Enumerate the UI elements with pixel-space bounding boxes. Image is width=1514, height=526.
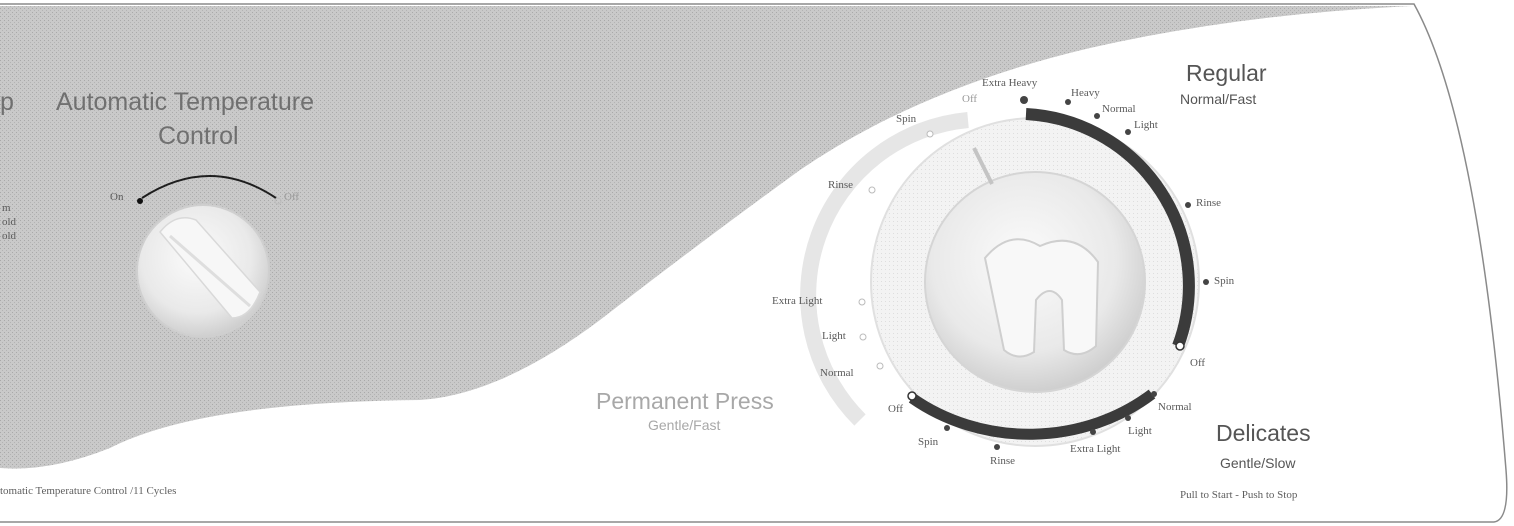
partial-heading-left: p [0, 88, 14, 116]
regular-subtitle: Normal/Fast [1180, 91, 1257, 107]
pp-spin[interactable]: Spin [896, 113, 917, 125]
regular-heavy[interactable]: Heavy [1071, 87, 1100, 99]
pull-push-instruction: Pull to Start - Push to Stop [1180, 489, 1298, 501]
cycle-dial[interactable] [800, 96, 1209, 450]
regular-rinse[interactable]: Rinse [1196, 197, 1222, 209]
regular-light[interactable]: Light [1134, 119, 1158, 131]
delicates-extra-light[interactable]: Extra Light [1070, 443, 1121, 455]
regular-normal[interactable]: Normal [1102, 103, 1136, 115]
partial-option-2: old [2, 216, 17, 228]
delicates-subtitle: Gentle/Slow [1220, 455, 1296, 471]
delicates-spin[interactable]: Spin [918, 436, 939, 448]
pp-light[interactable]: Light [822, 330, 846, 342]
regular-title: Regular [1186, 60, 1267, 86]
model-footer-text: tomatic Temperature Control /11 Cycles [0, 485, 177, 497]
partial-option-3: old [2, 230, 17, 242]
regular-extra-heavy[interactable]: Extra Heavy [982, 77, 1038, 89]
temp-off-label[interactable]: Off [284, 191, 300, 203]
atc-title-line1: Automatic Temperature [56, 88, 314, 116]
gray-swoosh-region [0, 6, 1412, 469]
temp-on-label[interactable]: On [110, 191, 124, 203]
pp-extra-light[interactable]: Extra Light [772, 295, 823, 307]
permanent-press-subtitle: Gentle/Fast [648, 417, 721, 433]
regular-spin[interactable]: Spin [1214, 275, 1235, 287]
regular-off[interactable]: Off [1190, 357, 1206, 369]
atc-title-line2: Control [158, 122, 239, 150]
temperature-knob[interactable] [136, 175, 282, 338]
pp-normal[interactable]: Normal [820, 367, 854, 379]
pp-off[interactable]: Off [962, 93, 978, 105]
delicates-cycle-arc [908, 389, 1156, 440]
delicates-title: Delicates [1216, 420, 1311, 446]
permanent-press-title: Permanent Press [596, 388, 774, 414]
delicates-normal[interactable]: Normal [1158, 401, 1192, 413]
regular-cycle-arc [1025, 108, 1195, 349]
delicates-light[interactable]: Light [1128, 425, 1152, 437]
partial-option-1: m [2, 202, 11, 214]
delicates-off[interactable]: Off [888, 403, 904, 415]
delicates-rinse[interactable]: Rinse [990, 455, 1016, 467]
pp-rinse[interactable]: Rinse [828, 179, 854, 191]
